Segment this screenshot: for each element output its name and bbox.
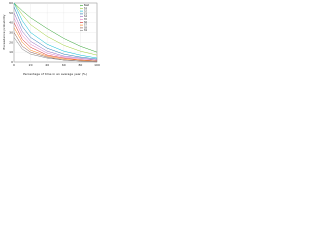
legend-label: S7	[84, 24, 87, 27]
x-tick-label: 60	[62, 63, 66, 67]
chart: Percentage of time in an average year (%…	[2, 1, 100, 76]
series-line	[13, 6, 98, 60]
legend-label: S4	[84, 15, 87, 18]
legend-label: Best	[84, 4, 89, 7]
series-line	[13, 2, 98, 59]
legend-label: S9	[84, 29, 87, 32]
series-line	[13, 2, 98, 56]
y-tick-label: 30	[9, 31, 13, 35]
series-line	[13, 12, 98, 61]
series-line	[13, 2, 98, 53]
x-tick-label: 40	[45, 63, 49, 67]
y-tick-label: 40	[9, 21, 13, 25]
legend-label: S5	[84, 18, 87, 21]
legend-label: S6	[84, 21, 87, 24]
x-tick-label: 20	[29, 63, 33, 67]
y-tick-label: 20	[9, 40, 13, 44]
legend-label: S3	[84, 12, 87, 15]
x-tick-label: 100	[94, 63, 100, 67]
legend-label: S8	[84, 26, 87, 29]
y-tick-label: 60	[9, 1, 13, 5]
series-line	[13, 37, 98, 63]
x-tick-label: 80	[78, 63, 82, 67]
x-axis-label: Percentage of time in an average year (%…	[23, 72, 87, 76]
legend-label: S2	[84, 10, 87, 13]
y-tick-label: 0	[11, 60, 13, 64]
y-tick-label: 50	[9, 11, 13, 15]
series-line	[13, 17, 98, 61]
x-tick-label: 0	[13, 63, 15, 67]
series-line	[13, 27, 98, 62]
y-tick-label: 10	[9, 50, 13, 54]
legend-label: S1	[84, 7, 87, 10]
y-axis-label: Exceedance probability	[2, 14, 6, 49]
